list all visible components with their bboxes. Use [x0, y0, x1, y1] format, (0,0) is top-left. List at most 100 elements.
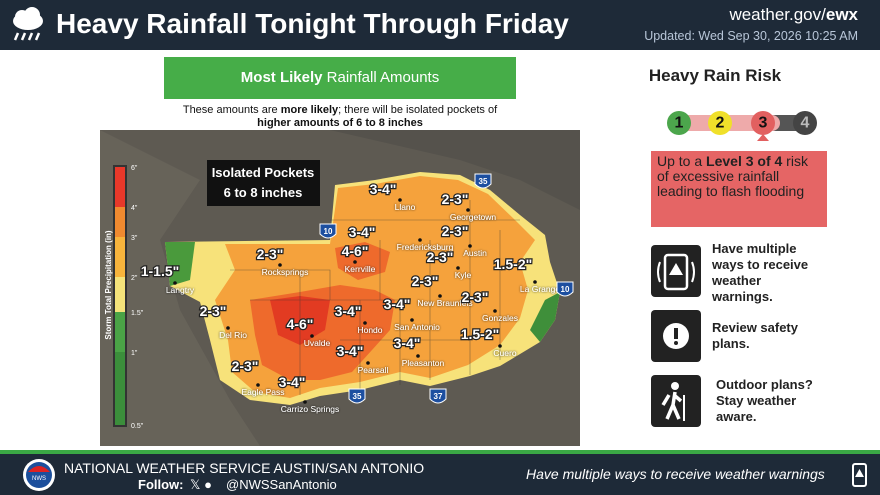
rainfall-map: Isolated Pockets 6 to 8 inches Storm Total…	[100, 130, 580, 446]
highway-shield	[429, 388, 447, 404]
rainfall-amount: 1.5-2"	[461, 326, 500, 342]
note-bold: higher amounts of 6 to 8 inches	[257, 117, 423, 129]
site-text: weather.gov/	[729, 5, 826, 24]
city-dot	[468, 244, 472, 248]
city-label: Carrizo Springs	[281, 404, 340, 414]
risk-title: Heavy Rain Risk	[648, 66, 782, 85]
rainfall-amount: 2-3"	[442, 223, 469, 239]
city-label: New Braunfels	[417, 298, 472, 308]
city-dot	[493, 309, 497, 313]
banner-bold: Most Likely	[240, 69, 323, 86]
social-icons: 𝕏 ●	[190, 477, 212, 492]
city-dot	[366, 361, 370, 365]
city-label: Rocksprings	[262, 267, 309, 277]
rainfall-amount: 2-3"	[412, 273, 439, 289]
legend-tick: 3"	[131, 235, 138, 242]
risk-level: 4	[801, 115, 810, 132]
risk-text: risk of excessive rainfall leading to fl…	[657, 153, 808, 199]
legend-title: Storm Total Precipitation (in)	[104, 230, 113, 340]
city-label: Fredericksburg	[397, 242, 454, 252]
city-dot	[456, 266, 460, 270]
city-label: Del Rio	[219, 330, 247, 340]
follow: Follow:	[138, 477, 184, 492]
city-dot	[353, 260, 357, 264]
legend-tick: 0.5"	[131, 423, 144, 430]
legend-tick: 2"	[131, 275, 138, 282]
hiker-icon	[651, 375, 701, 427]
legend-tick: 6"	[131, 165, 138, 172]
city-dot	[363, 321, 367, 325]
rainfall-amount: 2-3"	[257, 246, 284, 262]
rainfall-amount: 1.5-2"	[494, 256, 533, 272]
callout-text: Isolated Pockets	[212, 165, 315, 180]
tagline: Have multiple ways to receive weather wa…	[526, 466, 825, 482]
city-label: San Antonio	[394, 322, 440, 332]
city-label: Kyle	[455, 270, 472, 280]
city-dot	[533, 280, 537, 284]
risk-box: Up to a Level 3 of 4 risk of excessive r…	[651, 151, 827, 227]
site: weather.gov/ewx	[729, 5, 858, 25]
risk-text: Up to a	[657, 153, 707, 169]
city-label: Llano	[395, 202, 416, 212]
city-dot	[498, 344, 502, 348]
highway-label: 10	[561, 285, 570, 294]
svg-text:NWS: NWS	[32, 476, 46, 482]
city-dot	[310, 334, 314, 338]
highway-label: 10	[324, 227, 333, 236]
risk-level-text: Level 3 of 4	[706, 153, 783, 169]
highway-label: 35	[353, 392, 362, 401]
city-dot	[438, 294, 442, 298]
city-dot	[416, 354, 420, 358]
tip: Review safety plans.	[712, 320, 798, 351]
highway-shield	[348, 388, 366, 404]
note-text: These amounts are	[182, 104, 281, 116]
rainfall-amount: 3-4"	[384, 296, 411, 312]
city-dot	[303, 400, 307, 404]
city-dot	[256, 383, 260, 387]
rainfall-amount: 3-4"	[349, 224, 376, 240]
phone-icon	[651, 245, 701, 297]
city-dot	[418, 238, 422, 242]
city-dot	[226, 326, 230, 330]
city-dot	[466, 208, 470, 212]
highway-shield	[556, 281, 574, 297]
rainfall-amount: 3-4"	[335, 303, 362, 319]
rainfall-amount: 3-4"	[337, 343, 364, 359]
rainfall-amount: 3-4"	[394, 335, 421, 351]
city-label: La Grange	[520, 284, 560, 294]
rainfall-amount: 3-4"	[370, 181, 397, 197]
rainfall-amount: 3-4"	[279, 374, 306, 390]
highway-label: 35	[479, 177, 488, 186]
city-label: Cuero	[493, 348, 516, 358]
rainfall-amount: 2-3"	[427, 249, 454, 265]
rainfall-amount: 2-3"	[462, 289, 489, 305]
city-dot	[398, 198, 402, 202]
legend-tick: 1.5"	[131, 310, 144, 317]
note-text: ; there will be isolated pockets of	[338, 104, 498, 116]
site-bold: ewx	[825, 5, 858, 24]
title: Heavy Rainfall Tonight Through Friday	[56, 8, 569, 39]
highway-shield	[319, 223, 337, 239]
risk-scale: 1 2 3 4	[667, 111, 817, 141]
highway-shield	[474, 173, 492, 189]
updated: Updated: Wed Sep 30, 2026 10:25 AM	[644, 29, 858, 43]
rainfall-amount: 1-1.5"	[141, 263, 180, 279]
banner: Most Likely Rainfall Amounts	[164, 57, 516, 99]
rainfall-amount: 4-6"	[342, 243, 369, 259]
city-dot	[278, 263, 282, 267]
city-label: Gonzales	[482, 313, 518, 323]
callout-text: 6 to 8 inches	[224, 185, 303, 200]
city-label: Eagle Pass	[242, 387, 285, 397]
rainfall-amount: 2-3"	[200, 303, 227, 319]
banner-text: Rainfall Amounts	[326, 69, 440, 86]
city-label: Langtry	[166, 285, 195, 295]
city-label: Pearsall	[358, 365, 389, 375]
rainfall-amount: 4-6"	[287, 316, 314, 332]
phone-logo	[852, 463, 867, 487]
footer: NWS NATIONAL WEATHER SERVICE AUSTIN/SAN …	[0, 450, 880, 495]
rainfall-amount: 2-3"	[442, 191, 469, 207]
city-label: Uvalde	[304, 338, 331, 348]
highway-label: 37	[434, 392, 443, 401]
legend-tick: 4"	[131, 205, 138, 212]
